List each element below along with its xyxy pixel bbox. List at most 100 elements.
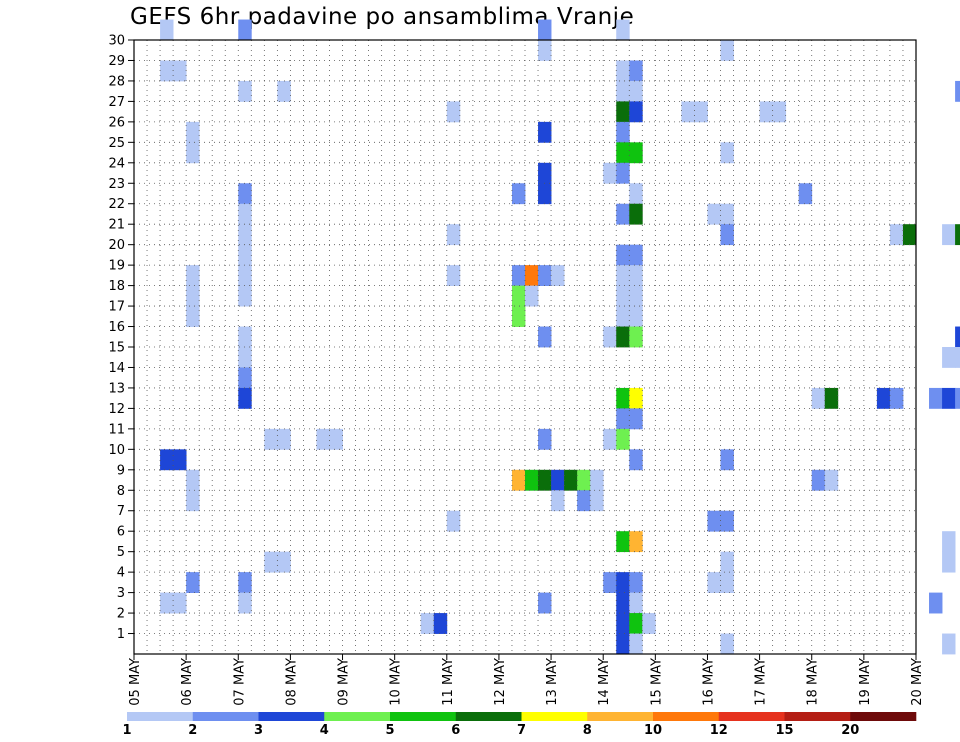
- heatmap-cell: [264, 428, 278, 450]
- colorbar-swatch: [258, 712, 325, 721]
- heatmap-cell: [538, 40, 552, 61]
- heatmap-cell: [238, 203, 252, 225]
- y-tick-label: 19: [108, 259, 125, 274]
- heatmap-cell: [538, 592, 552, 614]
- heatmap-cell: [329, 428, 343, 450]
- x-tick-label: 05 MAY: [128, 658, 143, 706]
- heatmap-cell: [772, 101, 787, 123]
- heatmap-cell: [186, 490, 200, 512]
- heatmap-cell: [720, 633, 734, 655]
- heatmap-cell: [811, 387, 826, 409]
- heatmap-cell: [629, 408, 643, 430]
- heatmap-cell: [525, 469, 539, 491]
- heatmap-cell: [173, 449, 187, 471]
- heatmap-cell: [525, 285, 539, 307]
- x-tick-label: 13 MAY: [545, 658, 560, 706]
- heatmap-cell: [629, 449, 643, 471]
- y-tick-label: 28: [108, 74, 125, 89]
- heatmap-cell: [238, 572, 252, 593]
- heatmap-cell: [603, 572, 617, 593]
- colorbar-label: 8: [583, 723, 592, 738]
- heatmap-cell: [629, 183, 643, 205]
- y-tick-label: 22: [108, 197, 125, 212]
- heatmap-cell: [616, 203, 630, 225]
- heatmap-cell: [629, 613, 643, 634]
- colorbar-label: 6: [451, 723, 460, 738]
- heatmap-cell: [616, 387, 630, 409]
- heatmap-cell: [186, 469, 200, 491]
- heatmap-cell: [564, 469, 578, 491]
- colorbar-swatch: [127, 712, 194, 721]
- heatmap-cell: [616, 408, 630, 430]
- heatmap-cell: [186, 306, 200, 327]
- heatmap-cell: [759, 101, 774, 123]
- heatmap-cell: [629, 285, 643, 307]
- colorbar-label: 2: [188, 723, 197, 738]
- heatmap-cell: [629, 387, 643, 409]
- heatmap-cell: [798, 183, 813, 205]
- heatmap-cell: [616, 531, 630, 553]
- y-tick-label: 3: [117, 586, 125, 601]
- heatmap-cell: [616, 60, 630, 82]
- dotted-grid: [134, 40, 916, 654]
- x-tick-label: 11 MAY: [441, 658, 456, 706]
- heatmap-cell: [551, 490, 565, 512]
- y-tick-label: 7: [117, 504, 125, 519]
- heatmap-cell: [642, 613, 656, 634]
- heatmap-cell: [720, 224, 734, 246]
- x-tick-label: 09 MAY: [337, 658, 352, 706]
- x-tick-label: 07 MAY: [232, 658, 247, 706]
- y-tick-label: 10: [108, 443, 125, 458]
- heatmap-cell: [420, 613, 435, 634]
- y-tick-label: 1: [117, 627, 125, 642]
- heatmap-cell: [811, 469, 826, 491]
- heatmap-cell: [616, 428, 630, 450]
- y-tick-label: 16: [108, 320, 125, 335]
- heatmap-cell: [720, 572, 734, 593]
- heatmap-cell: [616, 326, 630, 348]
- colorbar-label: 3: [254, 723, 263, 738]
- x-tick-label: 06 MAY: [180, 658, 195, 706]
- heatmap-cell: [446, 265, 461, 286]
- x-axis: 05 MAY 06 MAY 07 MAY 08 MAY 09 MAY 10 MAY 11 M…: [128, 654, 925, 706]
- y-tick-label: 12: [108, 402, 125, 417]
- heatmap-cell: [694, 101, 708, 123]
- heatmap-cell: [173, 60, 187, 82]
- heatmap-cell: [942, 224, 956, 246]
- heatmap-cell: [238, 224, 252, 246]
- heatmap-cell: [629, 326, 643, 348]
- heatmap-cell: [616, 142, 630, 164]
- colorbar-label: 4: [320, 723, 329, 738]
- heatmap-cell: [616, 80, 630, 102]
- x-tick-label: 17 MAY: [754, 658, 769, 706]
- y-tick-label: 11: [108, 422, 125, 437]
- x-tick-label: 14 MAY: [597, 658, 612, 706]
- heatmap-cell: [889, 387, 904, 409]
- colorbar-label: 20: [841, 723, 859, 738]
- heatmap-cell: [720, 449, 734, 471]
- x-tick-label: 15 MAY: [649, 658, 664, 706]
- heatmap-cell: [511, 285, 526, 307]
- heatmap-cell: [616, 572, 630, 593]
- heatmap-cell: [590, 469, 604, 491]
- heatmap-cell: [955, 387, 960, 409]
- heatmap-cell: [603, 326, 617, 348]
- heatmap-cell: [538, 428, 552, 450]
- y-tick-label: 6: [117, 525, 125, 540]
- y-tick-label: 25: [108, 136, 125, 151]
- colorbar: 1 2 3 4 5 6 7 8 10 12 15 20: [122, 712, 917, 738]
- heatmap-cell: [942, 633, 956, 655]
- colorbar-label: 15: [775, 723, 793, 738]
- heatmap-cell: [902, 224, 917, 246]
- heatmap-cell: [238, 183, 252, 205]
- y-tick-label: 4: [117, 566, 125, 581]
- heatmap-cell: [316, 428, 330, 450]
- heatmap-cell: [929, 387, 943, 409]
- heatmap-cell: [824, 469, 839, 491]
- heatmap-cell: [277, 80, 291, 102]
- heatmap-cell: [538, 265, 552, 286]
- heatmap-cell: [629, 203, 643, 225]
- heatmap-cell: [160, 592, 174, 614]
- colorbar-label: 12: [710, 723, 728, 738]
- y-tick-label: 21: [108, 218, 125, 233]
